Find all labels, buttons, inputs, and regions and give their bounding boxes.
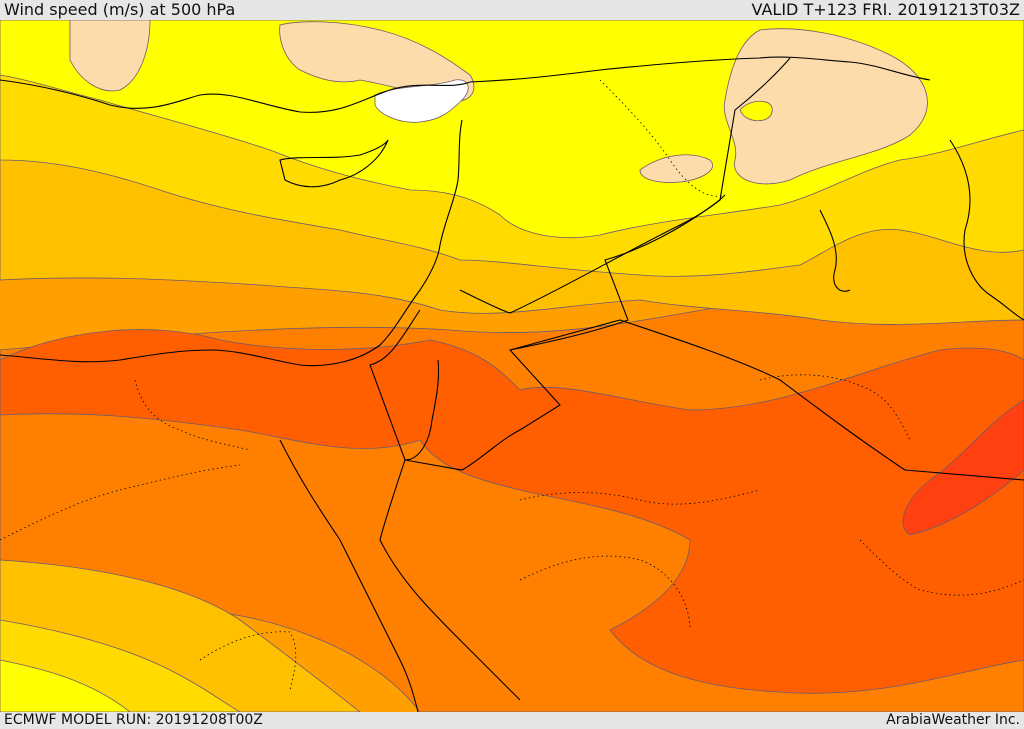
patch-peach-4 xyxy=(639,154,713,183)
header-bar: Wind speed (m/s) at 500 hPa VALID T+123 … xyxy=(0,0,1024,20)
borders xyxy=(0,56,1024,712)
credit: ArabiaWeather Inc. xyxy=(886,712,1020,728)
band-red-orange xyxy=(0,329,1024,694)
wind-speed-map xyxy=(0,20,1024,712)
patch-yellow-spot xyxy=(739,100,773,122)
map-title: Wind speed (m/s) at 500 hPa xyxy=(4,0,236,19)
band-red-streak xyxy=(902,399,1024,536)
model-run: ECMWF MODEL RUN: 20191208T00Z xyxy=(4,712,263,728)
valid-time: VALID T+123 FRI. 20191213T03Z xyxy=(751,0,1020,19)
patch-peach-3 xyxy=(723,28,928,185)
patch-peach-1 xyxy=(69,20,151,92)
internal-boundaries xyxy=(0,79,1024,691)
band-lower-left-3 xyxy=(0,659,131,712)
footer-bar: ECMWF MODEL RUN: 20191208T00Z ArabiaWeat… xyxy=(0,712,1024,729)
